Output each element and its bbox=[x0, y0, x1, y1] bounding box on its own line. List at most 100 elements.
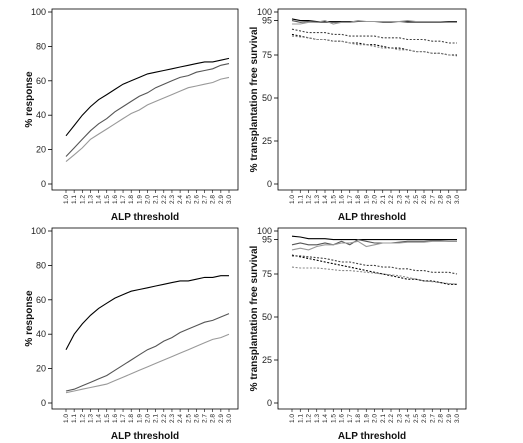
plot-frame bbox=[277, 227, 467, 410]
x-tick-label: 2.3 bbox=[169, 414, 176, 423]
x-tick-label: 1.0 bbox=[289, 414, 296, 423]
y-tick-label: 95 bbox=[262, 235, 272, 245]
series-line-1 bbox=[291, 235, 457, 241]
y-tick-label: 0 bbox=[41, 179, 46, 189]
x-tick-label: 2.6 bbox=[193, 195, 200, 204]
x-tick-label: 2.6 bbox=[193, 414, 200, 423]
x-tick-label: 2.2 bbox=[388, 195, 395, 204]
y-tick-label: 50 bbox=[262, 312, 272, 322]
x-tick-label: 1.3 bbox=[314, 414, 321, 423]
series-line-3 bbox=[291, 240, 457, 251]
x-tick-label: 1.0 bbox=[63, 414, 70, 423]
x-tick-label: 1.2 bbox=[306, 195, 313, 204]
series-line-1 bbox=[65, 275, 229, 350]
y-tick-label: 40 bbox=[36, 110, 46, 120]
x-axis-label: ALP threshold bbox=[338, 212, 406, 223]
x-tick-label: 2.3 bbox=[396, 414, 403, 423]
x-tick-label: 2.8 bbox=[438, 414, 445, 423]
y-tick-label: 75 bbox=[262, 50, 272, 60]
x-tick-label: 1.3 bbox=[87, 414, 94, 423]
x-tick-label: 1.1 bbox=[71, 195, 78, 204]
series-line-3 bbox=[65, 333, 230, 394]
x-tick-label: 1.4 bbox=[96, 414, 103, 423]
x-tick-label: 2.8 bbox=[438, 195, 445, 204]
x-tick-label: 1.4 bbox=[322, 195, 329, 204]
x-tick-label: 2.9 bbox=[218, 414, 225, 423]
x-tick-label: 2.4 bbox=[405, 414, 412, 423]
x-tick-label: 2.1 bbox=[153, 195, 160, 204]
plot-frame bbox=[51, 227, 239, 410]
x-tick-label: 3.0 bbox=[454, 414, 461, 423]
y-axis-label: % response bbox=[24, 71, 35, 128]
y-tick-label: 80 bbox=[36, 41, 46, 51]
x-tick-label: 2.9 bbox=[446, 195, 453, 204]
series-line-3 bbox=[292, 20, 457, 25]
x-tick-label: 1.1 bbox=[297, 195, 304, 204]
x-tick-label: 2.2 bbox=[161, 195, 168, 204]
y-tick-label: 100 bbox=[257, 226, 272, 236]
x-tick-label: 1.1 bbox=[297, 414, 304, 423]
series-line-5 bbox=[291, 33, 457, 56]
series-line-2 bbox=[291, 239, 457, 246]
x-tick-label: 2.4 bbox=[405, 195, 412, 204]
x-tick-label: 2.0 bbox=[145, 195, 152, 204]
y-tick-label: 0 bbox=[41, 398, 46, 408]
x-tick-label: 2.1 bbox=[153, 414, 160, 423]
y-tick-label: 25 bbox=[262, 136, 272, 146]
y-tick-label: 20 bbox=[36, 364, 46, 374]
x-tick-label: 1.9 bbox=[136, 414, 143, 423]
x-tick-label: 1.2 bbox=[79, 195, 86, 204]
x-axis-label: ALP threshold bbox=[111, 212, 179, 223]
x-tick-label: 1.2 bbox=[306, 414, 313, 423]
panel-bottom-left-response: 0 20 40 60 80 100 1.0 1.1 1.2 1.3 1.4 1.5 1.6 1.7 1.8 1… bbox=[24, 226, 239, 442]
x-tick-label: 2.8 bbox=[210, 195, 217, 204]
y-tick-label: 40 bbox=[36, 329, 46, 339]
x-tick-label: 2.5 bbox=[185, 414, 192, 423]
x-tick-label: 1.9 bbox=[363, 414, 370, 423]
x-tick-label: 2.5 bbox=[185, 195, 192, 204]
x-tick-label: 1.5 bbox=[330, 414, 337, 423]
x-tick-label: 2.9 bbox=[218, 195, 225, 204]
x-axis-label: ALP threshold bbox=[338, 431, 406, 442]
y-tick-label: 0 bbox=[267, 179, 272, 189]
x-tick-label: 2.0 bbox=[145, 414, 152, 423]
x-tick-label: 2.7 bbox=[202, 414, 209, 423]
x-tick-label: 2.7 bbox=[429, 195, 436, 204]
x-axis-label: ALP threshold bbox=[111, 431, 179, 442]
x-tick-label: 2.7 bbox=[429, 414, 436, 423]
y-tick-label: 80 bbox=[36, 260, 46, 270]
x-tick-label: 2.3 bbox=[169, 195, 176, 204]
y-axis-label: % response bbox=[24, 290, 35, 347]
x-tick-label: 2.1 bbox=[380, 414, 387, 423]
x-tick-label: 1.6 bbox=[339, 414, 346, 423]
x-tick-label: 2.4 bbox=[177, 414, 184, 423]
x-tick-label: 2.0 bbox=[372, 195, 379, 204]
x-tick-label: 1.5 bbox=[104, 414, 111, 423]
x-tick-label: 1.5 bbox=[330, 195, 337, 204]
x-tick-label: 1.7 bbox=[120, 414, 127, 423]
y-axis-label: % transplantation free survival bbox=[249, 245, 260, 391]
y-tick-label: 100 bbox=[257, 7, 272, 17]
x-tick-label: 1.3 bbox=[314, 195, 321, 204]
x-tick-label: 3.0 bbox=[226, 195, 233, 204]
x-tick-label: 1.7 bbox=[347, 414, 354, 423]
y-tick-label: 60 bbox=[36, 76, 46, 86]
x-tick-label: 1.4 bbox=[96, 195, 103, 204]
x-tick-label: 2.5 bbox=[413, 195, 420, 204]
y-tick-label: 20 bbox=[36, 145, 46, 155]
x-tick-label: 1.8 bbox=[128, 195, 135, 204]
series-line-1 bbox=[65, 57, 230, 137]
x-tick-label: 2.4 bbox=[177, 195, 184, 204]
y-tick-label: 75 bbox=[262, 269, 272, 279]
y-tick-label: 100 bbox=[31, 226, 46, 236]
series-line-4 bbox=[291, 28, 457, 44]
x-tick-label: 2.6 bbox=[421, 414, 428, 423]
x-tick-label: 1.0 bbox=[289, 195, 296, 204]
y-tick-label: 95 bbox=[262, 16, 272, 26]
x-tick-label: 2.6 bbox=[421, 195, 428, 204]
x-tick-label: 2.7 bbox=[202, 195, 209, 204]
series-line-5 bbox=[292, 255, 458, 275]
x-tick-label: 1.6 bbox=[339, 195, 346, 204]
